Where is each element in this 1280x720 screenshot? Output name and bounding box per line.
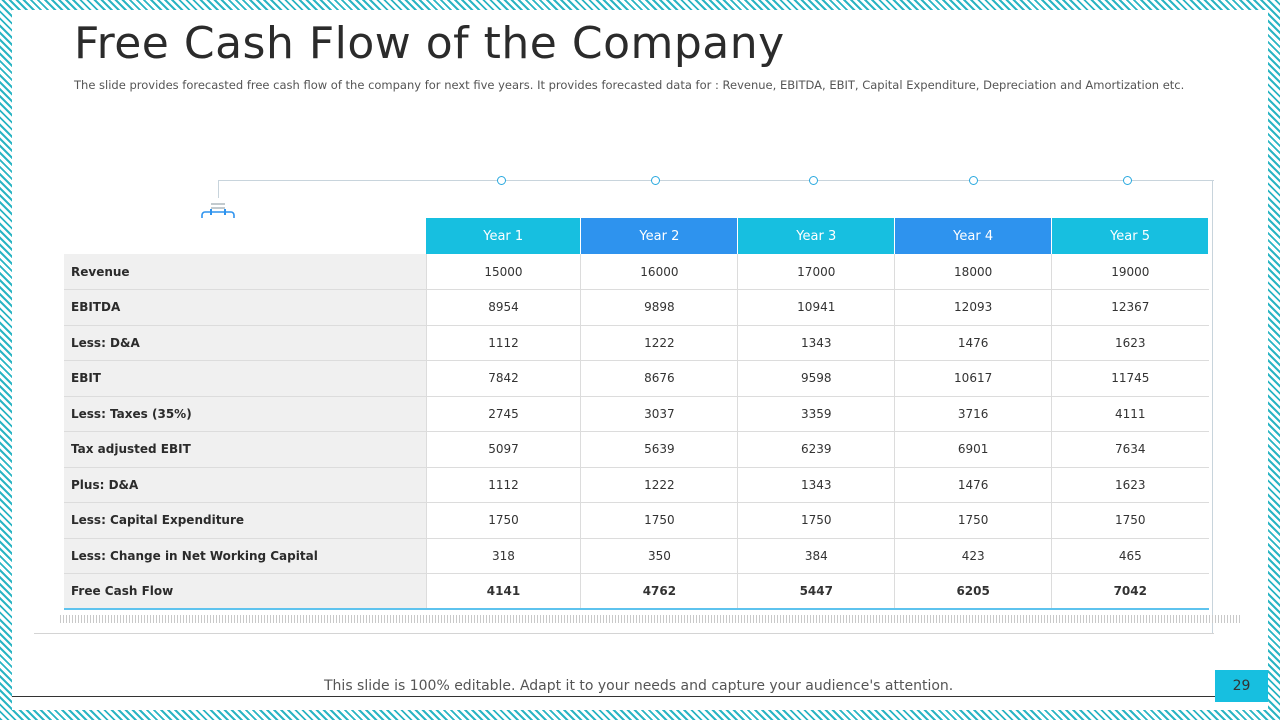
table-cell: 17000	[737, 254, 896, 290]
table-cell: 8954	[426, 289, 582, 326]
table-row: Plus: D&A 1112 1222 1343 1476 1623	[64, 467, 1209, 503]
table-cell: 5639	[580, 431, 739, 468]
table-cell: 5097	[426, 431, 582, 468]
table-cell: 7842	[426, 360, 582, 397]
table-cell: 6205	[894, 573, 1053, 610]
row-label: EBIT	[64, 360, 427, 397]
row-label: Less: D&A	[64, 325, 427, 361]
slide-subtitle: The slide provides forecasted free cash …	[74, 78, 1185, 92]
table-cell: 1623	[1051, 325, 1209, 361]
table-cell: 1343	[737, 467, 896, 503]
table-header-row: Year 1 Year 2 Year 3 Year 4 Year 5	[64, 218, 1209, 254]
header-blank-cell	[64, 218, 426, 254]
table-cell: 1222	[580, 325, 739, 361]
table-cell: 1750	[580, 502, 739, 539]
table-cell: 384	[737, 538, 896, 574]
table-cell: 12367	[1051, 289, 1209, 326]
table-row: Less: Taxes (35%) 2745 3037 3359 3716 41…	[64, 396, 1209, 432]
row-label: Less: Change in Net Working Capital	[64, 538, 427, 574]
table-cell: 10617	[894, 360, 1053, 397]
table-cell: 423	[894, 538, 1053, 574]
timeline-stub	[218, 180, 219, 198]
table-cell: 1750	[894, 502, 1053, 539]
table-cell: 1750	[426, 502, 582, 539]
timeline-dot-year-1	[497, 176, 506, 185]
free-cash-flow-table: Year 1 Year 2 Year 3 Year 4 Year 5 Reven…	[64, 218, 1209, 610]
table-cell: 4762	[580, 573, 739, 610]
timeline-dot-year-3	[809, 176, 818, 185]
table-cell: 9898	[580, 289, 739, 326]
table-cell: 350	[580, 538, 739, 574]
column-header-year-4: Year 4	[894, 218, 1053, 254]
table-cell: 7042	[1051, 573, 1209, 610]
table-cell: 12093	[894, 289, 1053, 326]
table-cell: 1476	[894, 325, 1053, 361]
decorative-dash-bar	[60, 615, 1240, 623]
table-row: Tax adjusted EBIT 5097 5639 6239 6901 76…	[64, 431, 1209, 468]
timeline-line	[218, 180, 1214, 181]
slide: Free Cash Flow of the Company The slide …	[12, 10, 1268, 710]
table-cell: 1476	[894, 467, 1053, 503]
table-cell: 4141	[426, 573, 582, 610]
column-header-year-5: Year 5	[1051, 218, 1209, 254]
row-label: Less: Capital Expenditure	[64, 502, 427, 539]
row-label: EBITDA	[64, 289, 427, 326]
table-cell: 318	[426, 538, 582, 574]
slide-title: Free Cash Flow of the Company	[74, 18, 785, 69]
table-cell: 19000	[1051, 254, 1209, 290]
timeline-dot-year-5	[1123, 176, 1132, 185]
table-cell: 8676	[580, 360, 739, 397]
table-cell: 6239	[737, 431, 896, 468]
page-number: 29	[1215, 670, 1268, 702]
table-cell: 1343	[737, 325, 896, 361]
table-cell: 11745	[1051, 360, 1209, 397]
row-label: Plus: D&A	[64, 467, 427, 503]
table-row: EBIT 7842 8676 9598 10617 11745	[64, 360, 1209, 397]
row-label: Less: Taxes (35%)	[64, 396, 427, 432]
table-cell: 1222	[580, 467, 739, 503]
table-cell: 5447	[737, 573, 896, 610]
table-row: Less: Capital Expenditure 1750 1750 1750…	[64, 502, 1209, 539]
row-label: Free Cash Flow	[64, 573, 427, 610]
row-label: Tax adjusted EBIT	[64, 431, 427, 468]
table-row: Less: Change in Net Working Capital 318 …	[64, 538, 1209, 574]
table-cell: 10941	[737, 289, 896, 326]
footer-note: This slide is 100% editable. Adapt it to…	[324, 678, 954, 694]
column-header-year-2: Year 2	[580, 218, 739, 254]
table-cell: 7634	[1051, 431, 1209, 468]
table-row: Less: D&A 1112 1222 1343 1476 1623	[64, 325, 1209, 361]
table-cell: 9598	[737, 360, 896, 397]
timeline-right-line	[1212, 180, 1213, 634]
column-header-year-1: Year 1	[426, 218, 582, 254]
table-row-total: Free Cash Flow 4141 4762 5447 6205 7042	[64, 573, 1209, 610]
table-cell: 15000	[426, 254, 582, 290]
table-cell: 16000	[580, 254, 739, 290]
table-row: Revenue 15000 16000 17000 18000 19000	[64, 254, 1209, 290]
divider	[34, 633, 1214, 634]
table-cell: 1112	[426, 467, 582, 503]
row-label: Revenue	[64, 254, 427, 290]
timeline-dot-year-2	[651, 176, 660, 185]
table-cell: 1750	[1051, 502, 1209, 539]
table-cell: 18000	[894, 254, 1053, 290]
table-row: EBITDA 8954 9898 10941 12093 12367	[64, 289, 1209, 326]
table-cell: 1623	[1051, 467, 1209, 503]
table-cell: 1112	[426, 325, 582, 361]
table-cell: 465	[1051, 538, 1209, 574]
table-cell: 6901	[894, 431, 1053, 468]
table-cell: 3716	[894, 396, 1053, 432]
timeline-dot-year-4	[969, 176, 978, 185]
table-cell: 3037	[580, 396, 739, 432]
table-cell: 4111	[1051, 396, 1209, 432]
table-cell: 2745	[426, 396, 582, 432]
column-header-year-3: Year 3	[737, 218, 896, 254]
table-cell: 3359	[737, 396, 896, 432]
footer-divider	[12, 696, 1215, 697]
table-cell: 1750	[737, 502, 896, 539]
